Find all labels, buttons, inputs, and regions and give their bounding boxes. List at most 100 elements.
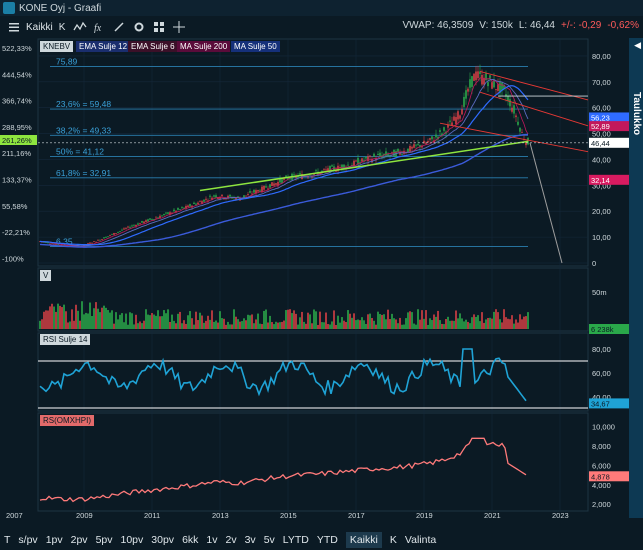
- volume-bar: [145, 309, 147, 329]
- period-valinta-button[interactable]: Valinta: [404, 534, 437, 546]
- volume-bar: [297, 324, 299, 329]
- period-k-button[interactable]: K: [389, 534, 397, 546]
- volume-bar: [391, 313, 393, 329]
- volume-bar: [413, 323, 415, 329]
- legend-rs[interactable]: RS(OMXHPI): [40, 415, 94, 426]
- volume-bar: [121, 313, 123, 329]
- volume-bar: [423, 318, 425, 329]
- volume-bar: [451, 320, 453, 329]
- legend-knebv[interactable]: KNEBV: [40, 41, 74, 52]
- period-kaikki-button[interactable]: Kaikki: [345, 532, 382, 548]
- candle-body: [327, 168, 329, 172]
- volume-bar: [275, 321, 277, 329]
- candle-body: [259, 190, 261, 192]
- pct-axis-label: 366,74%: [2, 97, 32, 106]
- period-lytd-button[interactable]: LYTD: [282, 534, 309, 546]
- candle-body: [447, 124, 449, 128]
- candle-body: [155, 217, 157, 219]
- legend-ma200[interactable]: MA Sulje 200: [177, 41, 231, 52]
- volume-bar: [179, 311, 181, 329]
- side-tab-taulukko[interactable]: Taulukko: [629, 38, 643, 518]
- candle-body: [179, 209, 181, 211]
- volume-bar: [355, 320, 357, 329]
- volume-bar: [359, 320, 361, 329]
- period-3v-button[interactable]: 3v: [244, 534, 256, 546]
- volume-bar: [327, 324, 329, 329]
- function-icon[interactable]: fx: [93, 21, 105, 34]
- legend-ema6[interactable]: EMA Sulje 6: [128, 41, 178, 52]
- legend-ema12[interactable]: EMA Sulje 12: [76, 41, 131, 52]
- volume-bar: [401, 324, 403, 329]
- volume-bar: [513, 323, 515, 329]
- period-10pv-button[interactable]: 10pv: [120, 534, 144, 546]
- hamburger-icon[interactable]: [8, 21, 20, 33]
- period-6kk-button[interactable]: 6kk: [182, 534, 199, 546]
- candle-body: [101, 239, 103, 240]
- volume-bar: [475, 316, 477, 329]
- volume-bar: [119, 314, 121, 329]
- period-30pv-button[interactable]: 30pv: [151, 534, 175, 546]
- period-5pv-button[interactable]: 5pv: [95, 534, 113, 546]
- volume-bar: [183, 320, 185, 329]
- gear-icon[interactable]: [133, 21, 145, 33]
- volume-bar: [71, 309, 73, 329]
- volume-bar: [283, 320, 285, 329]
- volume-bar: [381, 314, 383, 329]
- candle-body: [103, 237, 105, 239]
- candle-body: [353, 160, 355, 166]
- period-1v-button[interactable]: 1v: [206, 534, 218, 546]
- candle-body: [257, 189, 259, 192]
- volume-bar: [219, 311, 221, 329]
- volume-bar: [247, 314, 249, 329]
- volume-bar: [365, 323, 367, 329]
- chart-area[interactable]: 75,89 23,6% = 59,48 38,2% = 49,33 50% = 41,…: [0, 37, 629, 529]
- volume-bar: [287, 309, 289, 329]
- period-t-button[interactable]: T: [4, 534, 11, 546]
- period-5v-button[interactable]: 5v: [263, 534, 275, 546]
- volume-bar: [399, 317, 401, 329]
- volume-bar: [89, 302, 91, 329]
- period-short[interactable]: K: [58, 21, 66, 33]
- volume-bar: [457, 318, 459, 329]
- draw-tool-icon[interactable]: [113, 21, 125, 33]
- period-spv-button[interactable]: s/pv: [18, 534, 38, 546]
- volume-bar: [341, 317, 343, 329]
- volume-bar: [205, 320, 207, 329]
- period-dropdown[interactable]: Kaikki: [26, 21, 53, 33]
- candle-body: [497, 84, 499, 91]
- crosshair-icon[interactable]: [173, 21, 186, 33]
- period-2pv-button[interactable]: 2pv: [70, 534, 88, 546]
- volume-bar: [199, 312, 201, 329]
- volume-bar: [229, 324, 231, 329]
- volume-bar: [519, 314, 521, 329]
- legend-rsi[interactable]: RSI Sulje 14: [40, 334, 91, 345]
- candle-body: [391, 151, 393, 153]
- volume-bar: [405, 318, 407, 329]
- candle-body: [87, 243, 89, 245]
- legend-ma50[interactable]: MA Sulje 50: [231, 41, 280, 52]
- period-ytd-button[interactable]: YTD: [316, 534, 338, 546]
- candle-body: [431, 136, 433, 140]
- volume-bar: [239, 321, 241, 329]
- candle-body: [351, 164, 353, 166]
- grid-icon[interactable]: [153, 21, 165, 33]
- candle-body: [349, 166, 351, 168]
- candle-body: [399, 151, 401, 155]
- volume-bar: [455, 310, 457, 329]
- candle-body: [453, 116, 455, 121]
- line-chart-icon[interactable]: [73, 21, 87, 33]
- candle-body: [283, 178, 285, 180]
- volume-bar: [279, 322, 281, 329]
- volume-bar: [383, 314, 385, 329]
- candle-body: [281, 179, 283, 184]
- candle-body: [237, 196, 239, 198]
- volume-bar: [459, 313, 461, 329]
- legend-volume[interactable]: V: [40, 270, 52, 281]
- price-axis-label: 60,00: [592, 104, 611, 113]
- candle-body: [449, 120, 451, 122]
- collapse-arrow-icon[interactable]: ◀: [634, 40, 641, 50]
- candle-body: [361, 158, 363, 162]
- period-1pv-button[interactable]: 1pv: [45, 534, 63, 546]
- volume-bar: [153, 314, 155, 329]
- period-2v-button[interactable]: 2v: [225, 534, 237, 546]
